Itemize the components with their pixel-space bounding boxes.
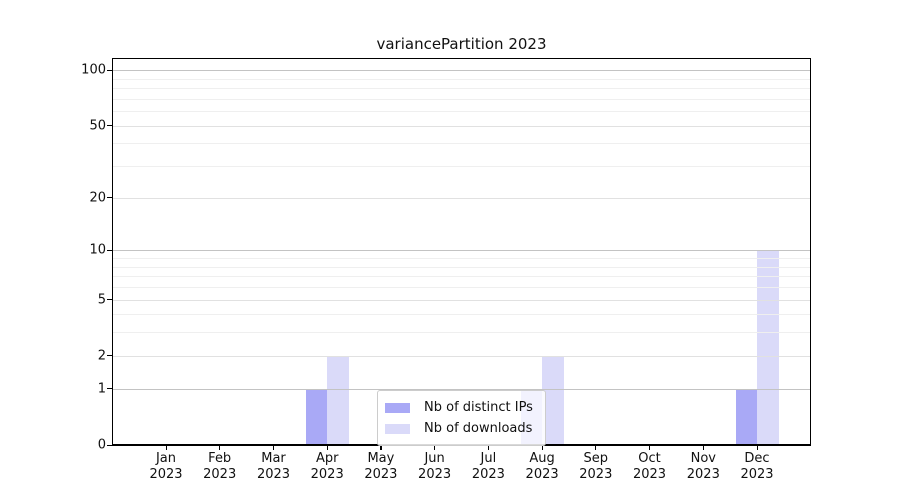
bar-nb-of-downloads-aug bbox=[542, 355, 564, 445]
x-tick-label: Mar 2023 bbox=[256, 451, 291, 482]
x-tick-label: Jul 2023 bbox=[471, 451, 505, 482]
y-tick-label: 2 bbox=[97, 348, 106, 364]
gridline bbox=[113, 125, 810, 127]
x-tick-label: Aug 2023 bbox=[525, 451, 559, 482]
y-tick-label: 50 bbox=[89, 118, 106, 134]
bar-nb-of-downloads-apr bbox=[327, 355, 349, 445]
y-tick-label: 5 bbox=[97, 292, 106, 307]
x-tick bbox=[487, 446, 490, 450]
x-tick-label: Dec 2023 bbox=[740, 451, 774, 482]
y-tick-label: 20 bbox=[89, 190, 106, 206]
legend: Nb of distinct IPs Nb of downloads bbox=[377, 390, 546, 446]
y-tick bbox=[106, 388, 112, 390]
gridline bbox=[113, 197, 810, 199]
x-tick bbox=[380, 446, 382, 450]
bar-nb-of-downloads-dec bbox=[757, 250, 779, 445]
x-tick bbox=[541, 446, 543, 450]
y-tick bbox=[106, 197, 112, 199]
gridline-minor bbox=[113, 314, 810, 316]
x-tick bbox=[702, 446, 704, 450]
x-tick bbox=[649, 446, 651, 450]
y-tick bbox=[106, 125, 112, 127]
x-tick bbox=[165, 446, 167, 450]
y-tick-label: 10 bbox=[89, 242, 106, 258]
y-tick-label: 100 bbox=[81, 62, 106, 78]
x-tick bbox=[219, 446, 221, 450]
x-tick-label: May 2023 bbox=[364, 451, 398, 482]
y-tick bbox=[106, 249, 112, 251]
gridline-minor bbox=[113, 258, 810, 259]
gridline-minor bbox=[113, 266, 810, 268]
y-tick bbox=[106, 444, 112, 446]
x-tick-label: Nov 2023 bbox=[686, 451, 720, 482]
legend-swatch-icon bbox=[385, 402, 410, 413]
legend-label: Nb of downloads bbox=[424, 421, 533, 436]
legend-label: Nb of distinct IPs bbox=[424, 400, 533, 415]
y-tick-label: 0 bbox=[97, 437, 106, 453]
x-tick bbox=[273, 446, 275, 450]
gridline-minor bbox=[113, 143, 810, 145]
x-tick bbox=[326, 446, 328, 450]
x-tick-label: Feb 2023 bbox=[203, 451, 237, 482]
y-tick bbox=[106, 299, 112, 301]
x-tick-label: Oct 2023 bbox=[632, 451, 667, 482]
bar-nb-of-distinct-ips-dec bbox=[735, 388, 757, 445]
gridline-minor bbox=[113, 111, 810, 113]
gridline bbox=[113, 355, 810, 357]
axis-spine-left bbox=[111, 59, 113, 445]
legend-row: Nb of distinct IPs bbox=[385, 397, 533, 418]
gridline-minor bbox=[113, 276, 810, 278]
gridline-minor bbox=[113, 78, 810, 80]
gridline-decade bbox=[113, 70, 810, 72]
gridline-minor bbox=[113, 287, 810, 288]
x-tick-label: Jan 2023 bbox=[149, 451, 183, 482]
gridline-minor bbox=[113, 332, 810, 334]
bar-nb-of-distinct-ips-apr bbox=[305, 388, 328, 445]
x-tick-label: Sep 2023 bbox=[579, 451, 613, 482]
gridline bbox=[113, 299, 810, 301]
y-tick bbox=[106, 69, 112, 71]
y-tick-label: 1 bbox=[97, 381, 106, 397]
gridline-minor bbox=[113, 98, 810, 100]
gridline-minor bbox=[113, 88, 810, 90]
x-tick bbox=[756, 446, 758, 450]
gridline-decade bbox=[113, 388, 810, 390]
axis-spine-right bbox=[810, 59, 811, 446]
axis-spine-top bbox=[111, 58, 811, 59]
x-tick bbox=[434, 446, 436, 450]
gridline-minor bbox=[113, 166, 810, 168]
chart-title: variancePartition 2023 bbox=[376, 35, 547, 53]
gridline-decade bbox=[113, 250, 810, 252]
x-tick-label: Apr 2023 bbox=[310, 451, 344, 482]
y-tick bbox=[106, 355, 112, 357]
legend-row: Nb of downloads bbox=[385, 418, 533, 439]
x-tick-label: Jun 2023 bbox=[418, 451, 452, 482]
legend-swatch-icon bbox=[385, 423, 410, 434]
x-tick bbox=[595, 446, 597, 450]
